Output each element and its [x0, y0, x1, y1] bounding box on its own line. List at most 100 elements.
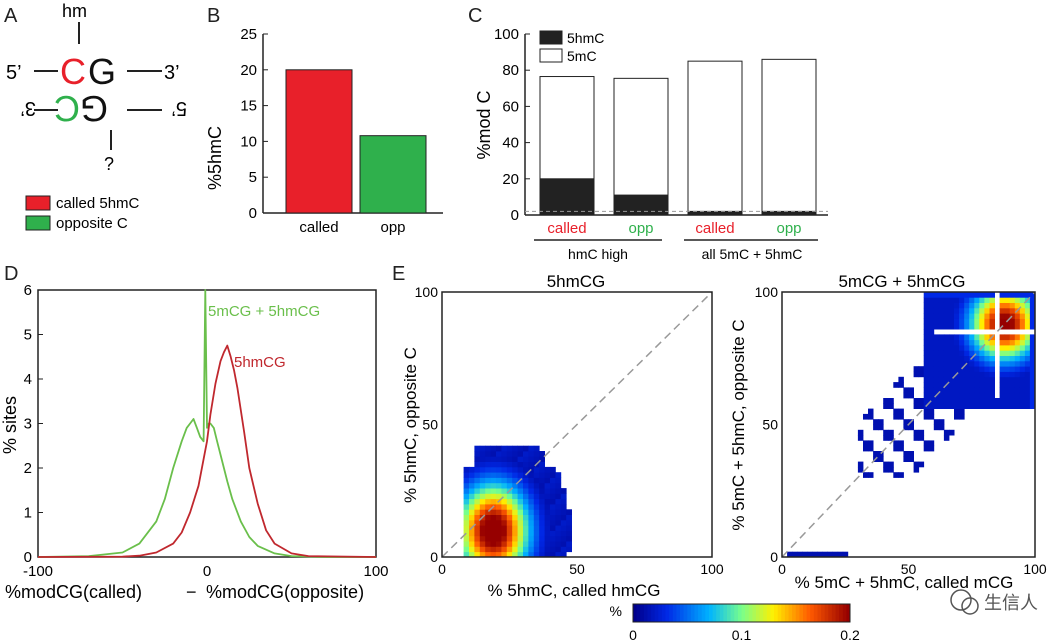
e-left-heat-cell: [490, 530, 497, 537]
e-left-heat-cell: [469, 509, 475, 515]
e-right-heat-cell: [979, 355, 985, 362]
e-left-heat-cell: [523, 445, 529, 452]
e-right-heat-cell: [943, 387, 950, 394]
e-right-heat-cell: [913, 398, 920, 404]
e-right-heat-cell: [984, 339, 990, 346]
e-right-heat-cell: [938, 323, 945, 330]
bottom-c-base: C: [54, 88, 80, 129]
e-right-heat-cell: [974, 323, 980, 330]
e-right-heat-cell: [938, 318, 945, 325]
e-right-heat-cell: [938, 334, 945, 341]
e-right-heat-cell: [928, 350, 935, 356]
e-right-heat-cell: [1014, 318, 1021, 325]
e-right-heat-cell: [893, 445, 899, 452]
e-left-heat-cell: [523, 519, 529, 526]
e-right-heat-cell: [999, 307, 1006, 314]
colorbar-segment: [676, 604, 681, 622]
e-left-heat-cell: [463, 482, 470, 489]
e-right-heat-cell: [943, 355, 950, 362]
colorbar-segment: [654, 604, 659, 622]
e-right-heat-cell: [999, 318, 1006, 325]
e-right-heat-cell: [1014, 360, 1021, 367]
e-right-heat-cell: [913, 435, 920, 441]
e-right-heat-cell: [999, 366, 1006, 372]
e-right-heat-cell: [878, 419, 884, 425]
e-left-heat-cell: [555, 504, 562, 510]
panel-c: C %mod C 5hmC 5mC hmC high all 5mC + 5hm…: [468, 5, 828, 262]
e-right-heat-cell: [893, 408, 899, 415]
e-left-heat-cell: [544, 509, 551, 515]
e-left-heat-cell: [550, 546, 556, 553]
e-left-heat-cell: [528, 509, 535, 515]
e-right-plot-frame: [781, 291, 1036, 558]
e-left-heat-cell: [485, 509, 491, 515]
e-right-heat-cell: [1004, 323, 1011, 330]
e-right-heat-cell: [949, 392, 955, 399]
e-right-heat-cell: [949, 302, 955, 309]
e-left-y-axis-label: % 5hmC, opposite C: [401, 347, 420, 503]
e-left-heat-cell: [490, 451, 497, 457]
e-right-heat-cell: [959, 392, 965, 399]
e-right-heat-cell: [969, 345, 975, 351]
e-left-heat-cell: [566, 509, 572, 515]
e-left-heat-cell: [550, 541, 556, 547]
e-left-heat-cell: [474, 509, 481, 515]
e-left-heat-cell: [560, 541, 567, 547]
e-left-heat-cell: [550, 498, 556, 505]
e-left-heat-cell: [463, 509, 470, 515]
e-left-heat-cell: [523, 461, 529, 468]
e-right-heat-cell: [949, 334, 955, 341]
e-right-heat-cell: [928, 360, 935, 367]
e-right-heat-cell: [979, 371, 985, 378]
e-right-heat-cell: [954, 302, 960, 309]
e-left-heat-cell: [528, 504, 535, 510]
e-left-heat-cell: [485, 525, 491, 531]
e-right-heat-cell: [1014, 398, 1021, 404]
watermark-text: 生信人: [984, 593, 1038, 613]
e-left-heat-cell: [539, 493, 545, 500]
legend-swatch-called: [25, 195, 51, 211]
e-right-heat-cell: [807, 551, 813, 558]
e-right-heat-cell: [1024, 382, 1031, 388]
e-right-heat-cell: [964, 376, 970, 383]
e-right-heat-cell: [923, 339, 930, 346]
e-right-heat-cell: [938, 424, 945, 431]
e-right-heat-cell: [943, 339, 950, 346]
e-right-heat-cell: [1029, 339, 1036, 346]
e-right-heat-cell: [923, 292, 930, 298]
e-right-heat-cell: [969, 392, 975, 399]
e-right-heat-cell: [969, 376, 975, 383]
e-left-heat-cell: [479, 493, 486, 500]
e-left-heat-cell: [485, 498, 491, 505]
e-right-heat-cell: [1029, 334, 1036, 341]
e-right-heat-cell: [999, 345, 1006, 351]
e-right-heat-cell: [933, 376, 940, 383]
e-right-heat-cell: [923, 318, 930, 325]
e-right-heat-cell: [863, 472, 869, 478]
colorbar-segment: [640, 604, 645, 622]
e-right-heat-cell: [964, 387, 970, 394]
b-x-tick-label: opp: [380, 219, 405, 236]
watermark: 生信人: [950, 589, 1038, 615]
e-right-heat-cell: [949, 292, 955, 298]
e-left-heat-cell: [474, 514, 481, 521]
e-left-heat-cell: [517, 530, 524, 537]
e-right-heat-cell: [938, 297, 945, 303]
e-right-heat-cell: [933, 355, 940, 362]
e-right-heat-cell: [999, 360, 1006, 367]
e-right-heat-cell: [1009, 307, 1016, 314]
e-left-heat-cell: [506, 451, 513, 457]
e-right-heat-cell: [938, 345, 945, 351]
e-right-heat-cell: [999, 313, 1006, 319]
e-right-heat-cell: [1019, 355, 1026, 362]
e-right-heat-cell: [928, 334, 935, 341]
e-left-heat-cell: [463, 472, 470, 478]
e-right-heat-cell: [989, 382, 995, 388]
colorbar-segment: [683, 604, 688, 622]
e-left-heat-cell: [496, 466, 502, 473]
e-left-heat-cell: [512, 535, 518, 542]
e-left-heat-cell: [479, 525, 486, 531]
e-right-heat-cell: [989, 302, 995, 309]
e-left-heat-cell: [485, 472, 491, 478]
e-right-heat-cell: [949, 429, 955, 436]
